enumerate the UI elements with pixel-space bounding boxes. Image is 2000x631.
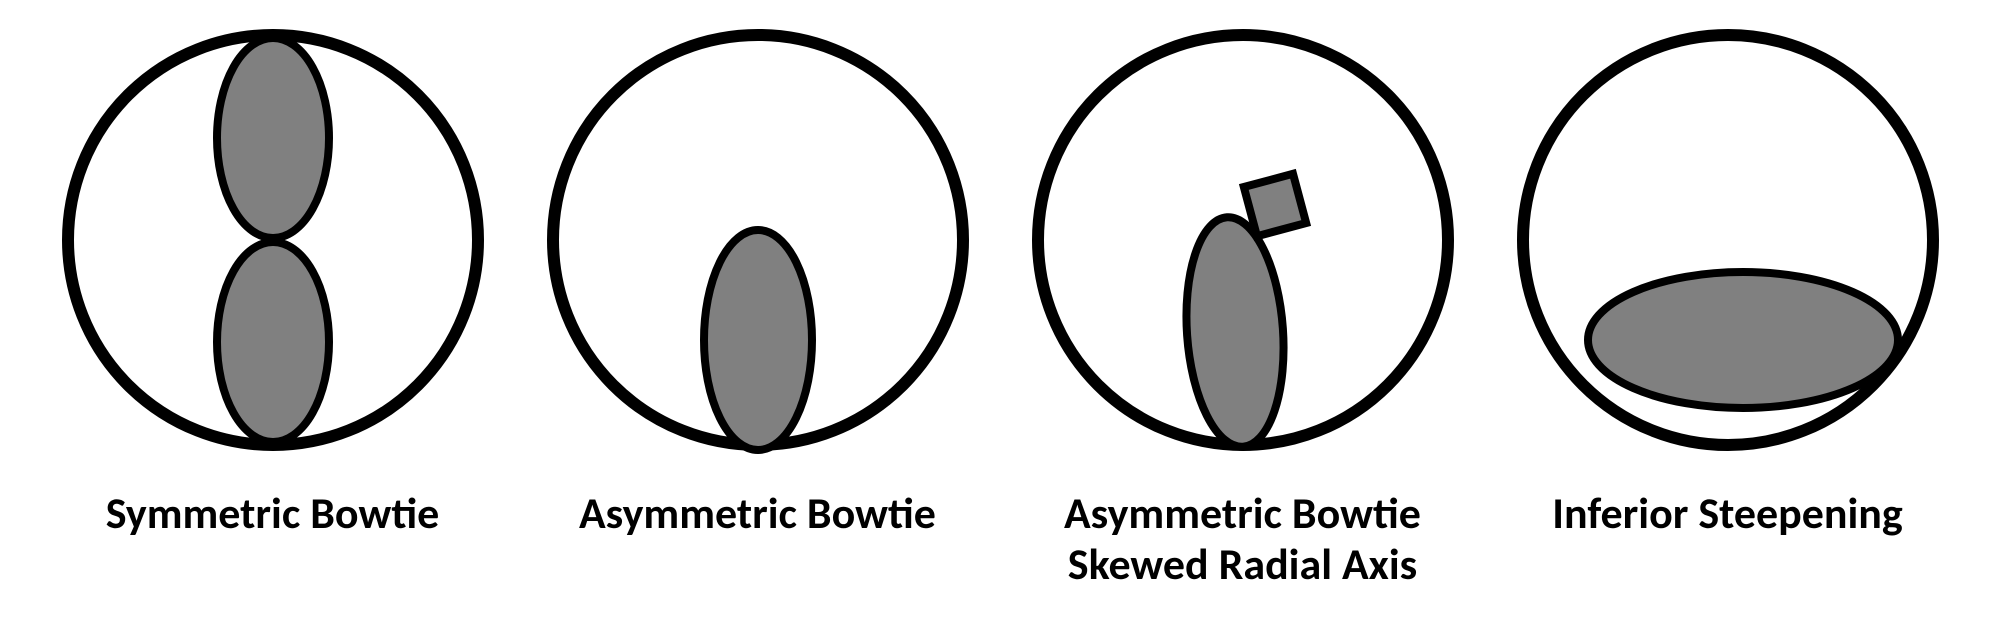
panel-label: Asymmetric Bowtie (579, 488, 936, 539)
diagram-svg-wrap (1023, 20, 1463, 460)
diagram-svg-wrap (1508, 20, 1948, 460)
diagram-svg (1023, 20, 1463, 460)
diagram-svg-wrap (538, 20, 978, 460)
pattern-ellipse (217, 242, 329, 442)
pattern-ellipse (1588, 272, 1898, 408)
pattern-ellipse (704, 230, 812, 450)
diagram-svg (53, 20, 493, 460)
diagram-svg (1508, 20, 1948, 460)
diagram-svg (538, 20, 978, 460)
diagram-panel-symmetric-bowtie: Symmetric Bowtie (33, 20, 513, 539)
panel-label: Symmetric Bowtie (106, 488, 440, 539)
panel-label: Asymmetric BowtieSkewed Radial Axis (1064, 488, 1421, 589)
panel-label: Inferior Steepening (1552, 488, 1903, 539)
diagram-panel-asymmetric-bowtie: Asymmetric Bowtie (518, 20, 998, 539)
diagram-panel-asymmetric-bowtie-skewed: Asymmetric BowtieSkewed Radial Axis (1003, 20, 1483, 589)
pattern-ellipse (217, 38, 329, 238)
diagram-panel-inferior-steepening: Inferior Steepening (1488, 20, 1968, 539)
diagram-svg-wrap (53, 20, 493, 460)
